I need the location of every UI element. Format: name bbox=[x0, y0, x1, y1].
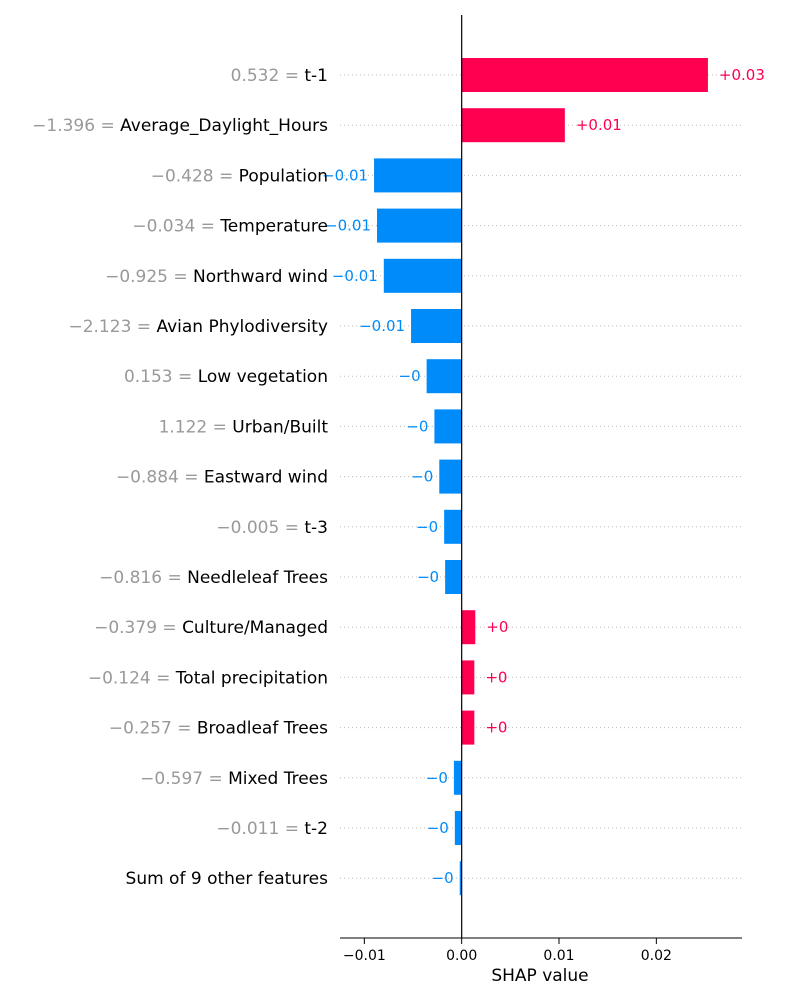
bar bbox=[439, 459, 462, 494]
feature-name: Urban/Built bbox=[232, 417, 328, 437]
feature-name: Average_Daylight_Hours bbox=[120, 116, 328, 136]
feature-value: −0.597 = bbox=[140, 769, 228, 789]
feature-labels: +0.03 0.532 = t-1 +0.01 −1.396 = Average_Da… bbox=[32, 66, 765, 889]
bar bbox=[461, 660, 475, 695]
feature-value: −2.123 = bbox=[68, 317, 156, 337]
feature-name: Culture/Managed bbox=[182, 618, 328, 638]
bar-value-label: −0.01 bbox=[332, 267, 378, 285]
bar-value-label: −0 bbox=[411, 468, 433, 486]
feature-name: Temperature bbox=[219, 217, 328, 237]
feature-label: −2.123 = Avian Phylodiversity bbox=[68, 317, 328, 337]
x-tick-label: 0.01 bbox=[543, 948, 574, 964]
bar-value-label: −0 bbox=[427, 819, 449, 837]
x-tick-label: 0.00 bbox=[446, 948, 477, 964]
feature-value: −0.005 = bbox=[216, 518, 304, 538]
bar bbox=[461, 610, 476, 645]
feature-value: −0.884 = bbox=[116, 468, 204, 488]
bar bbox=[459, 861, 462, 896]
feature-name: Total precipitation bbox=[175, 668, 328, 688]
feature-name: Population bbox=[239, 166, 328, 186]
feature-label: −0.005 = t-3 bbox=[216, 518, 328, 538]
feature-name: Avian Phylodiversity bbox=[156, 317, 328, 337]
bars bbox=[374, 58, 708, 896]
feature-name: Northward wind bbox=[193, 267, 328, 287]
feature-value: −1.396 = bbox=[32, 116, 120, 136]
feature-label: −0.925 = Northward wind bbox=[105, 267, 328, 287]
bar bbox=[376, 208, 462, 243]
feature-label: 1.122 = Urban/Built bbox=[159, 417, 329, 437]
bar-value-label: −0 bbox=[406, 417, 428, 435]
bar-value-label: +0 bbox=[485, 719, 507, 737]
x-axis: −0.01 0.00 0.01 0.02 bbox=[340, 937, 742, 964]
bar bbox=[374, 158, 462, 193]
feature-name: t-3 bbox=[304, 518, 328, 538]
feature-value: −0.379 = bbox=[94, 618, 182, 638]
bar-value-label: +0.03 bbox=[719, 66, 765, 84]
feature-name: Low vegetation bbox=[198, 367, 328, 387]
feature-value: −0.816 = bbox=[99, 568, 187, 588]
bar bbox=[461, 58, 708, 92]
feature-label: Sum of 9 other features bbox=[126, 869, 329, 889]
bar bbox=[383, 258, 462, 293]
bar-value-label: +0.01 bbox=[576, 116, 622, 134]
feature-name: t-1 bbox=[304, 66, 328, 86]
feature-name: Broadleaf Trees bbox=[197, 719, 328, 739]
feature-label: 0.153 = Low vegetation bbox=[124, 367, 328, 387]
bar-value-label: −0 bbox=[432, 869, 454, 887]
bar bbox=[461, 710, 475, 745]
bar bbox=[445, 560, 462, 594]
bar-value-label: −0.01 bbox=[325, 217, 371, 235]
feature-value: −0.257 = bbox=[109, 719, 197, 739]
feature-value: −0.011 = bbox=[216, 819, 304, 839]
bar bbox=[434, 409, 462, 444]
bar bbox=[453, 760, 462, 795]
bar-value-label: +0 bbox=[485, 668, 507, 686]
feature-label: −1.396 = Average_Daylight_Hours bbox=[32, 116, 328, 136]
feature-value: 1.122 = bbox=[159, 417, 233, 437]
feature-name: Needleleaf Trees bbox=[187, 568, 328, 588]
bar-value-label: −0 bbox=[399, 367, 421, 385]
bar-value-label: −0.01 bbox=[322, 166, 368, 184]
feature-label: −0.428 = Population bbox=[151, 166, 328, 186]
feature-value: −0.925 = bbox=[105, 267, 193, 287]
feature-value: 0.153 = bbox=[124, 367, 198, 387]
row-guides bbox=[340, 74, 742, 879]
bar bbox=[426, 359, 462, 394]
feature-label: −0.816 = Needleleaf Trees bbox=[99, 568, 328, 588]
x-axis-title: SHAP value bbox=[491, 966, 588, 986]
feature-label: −0.597 = Mixed Trees bbox=[140, 769, 328, 789]
bar-value-label: −0 bbox=[416, 518, 438, 536]
feature-name: Mixed Trees bbox=[228, 769, 328, 789]
feature-value: −0.034 = bbox=[132, 217, 220, 237]
feature-label: −0.124 = Total precipitation bbox=[88, 668, 328, 688]
feature-name: Sum of 9 other features bbox=[126, 869, 329, 889]
feature-value: −0.428 = bbox=[151, 166, 239, 186]
bar bbox=[444, 509, 462, 544]
bar-value-label: −0.01 bbox=[359, 317, 405, 335]
feature-label: −0.257 = Broadleaf Trees bbox=[109, 719, 328, 739]
bar bbox=[461, 108, 565, 143]
feature-label: 0.532 = t-1 bbox=[231, 66, 328, 86]
bar bbox=[411, 309, 462, 343]
bar-value-label: −0 bbox=[417, 568, 439, 586]
bar-value-label: −0 bbox=[426, 769, 448, 787]
feature-label: −0.379 = Culture/Managed bbox=[94, 618, 328, 638]
feature-label: −0.884 = Eastward wind bbox=[116, 468, 328, 488]
feature-label: −0.011 = t-2 bbox=[216, 819, 328, 839]
x-tick-label: 0.02 bbox=[641, 948, 672, 964]
bar bbox=[454, 811, 462, 845]
feature-name: Eastward wind bbox=[204, 468, 328, 488]
feature-label: −0.034 = Temperature bbox=[132, 217, 328, 237]
feature-value: −0.124 = bbox=[88, 668, 176, 688]
feature-value: 0.532 = bbox=[231, 66, 305, 86]
x-tick-label: −0.01 bbox=[343, 948, 386, 964]
feature-name: t-2 bbox=[304, 819, 328, 839]
bar-value-label: +0 bbox=[486, 618, 508, 636]
